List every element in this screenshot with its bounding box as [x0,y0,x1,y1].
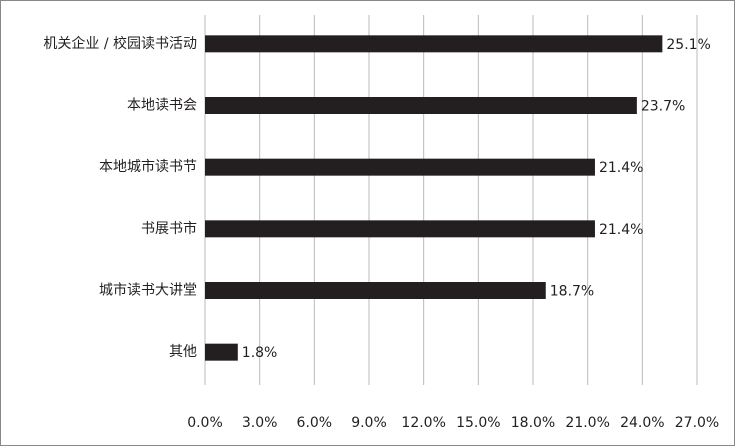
x-tick-label: 12.0% [401,415,445,431]
y-tick-label: 其他 [169,344,197,360]
bar [205,343,238,361]
x-tick-label: 9.0% [351,415,387,431]
x-tick-label: 0.0% [187,415,223,431]
y-tick-label: 机关企业 / 校园读书活动 [43,35,197,52]
value-label: 18.7% [550,284,594,300]
value-label: 23.7% [641,99,685,115]
value-label: 25.1% [666,37,710,53]
bar [205,282,546,299]
bar [205,158,595,176]
y-tick-label: 本地城市读书节 [99,158,197,175]
value-label: 1.8% [242,345,278,361]
y-tick-label: 书展书市 [141,220,197,237]
x-tick-label: 18.0% [511,415,555,431]
y-tick-label: 本地读书会 [127,97,197,114]
x-tick-label: 15.0% [456,415,500,431]
value-label: 21.4% [599,160,643,176]
bar [205,220,595,238]
x-tick-label: 21.0% [565,415,609,431]
bar [205,35,663,53]
x-tick-label: 27.0% [675,415,719,431]
x-tick-label: 3.0% [242,415,278,431]
y-tick-label: 城市读书大讲堂 [99,282,197,299]
x-tick-label: 6.0% [297,415,333,431]
value-label: 21.4% [599,222,643,238]
bar [205,97,637,114]
x-tick-label: 24.0% [620,415,664,431]
